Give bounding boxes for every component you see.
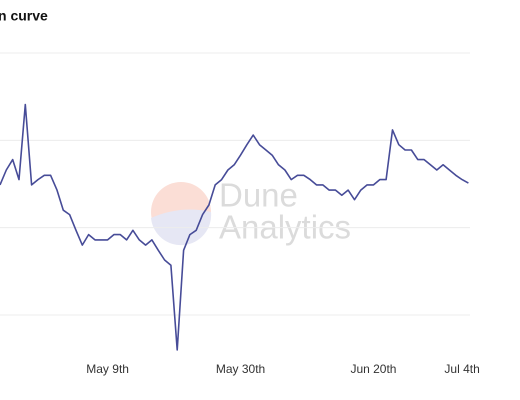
x-tick-label: May 9th — [86, 362, 129, 376]
watermark: Dune Analytics — [151, 177, 351, 246]
watermark-text: Dune — [219, 177, 298, 214]
watermark-logo — [151, 182, 211, 242]
x-tick-label: Jun 20th — [350, 362, 396, 376]
chart-title: n curve — [0, 8, 48, 24]
x-tick-label: Jul 4th — [444, 362, 479, 376]
x-tick-label: May 30th — [216, 362, 265, 376]
line-series — [0, 103, 469, 351]
